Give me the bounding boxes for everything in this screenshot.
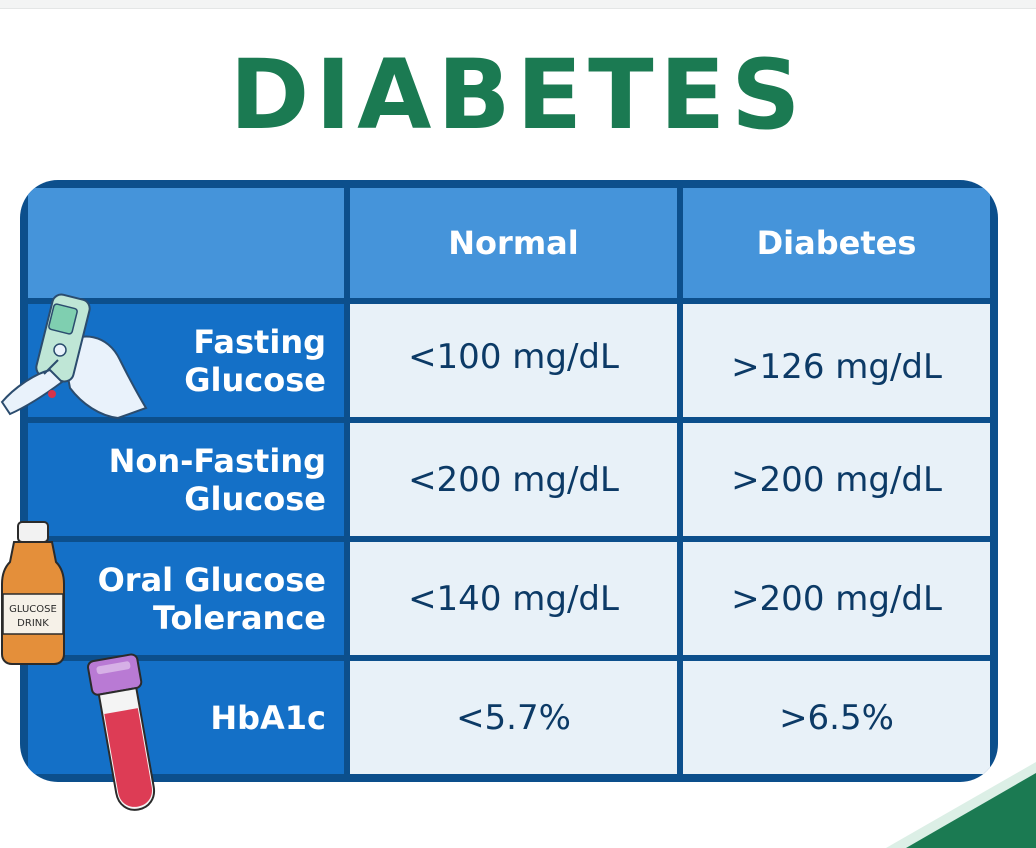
row-label-line: Glucose <box>184 360 326 399</box>
row-label-line: Oral Glucose <box>97 560 326 599</box>
row-header-non-fasting-glucose: Non-Fasting Glucose <box>28 423 344 536</box>
column-header-normal: Normal <box>350 188 677 298</box>
diabetes-criteria-table: Normal Diabetes Fasting Glucose <100 mg/d… <box>20 180 998 782</box>
page-title: DIABETES <box>229 39 807 151</box>
cell-non-fasting-diabetes: >200 mg/dL <box>683 423 990 536</box>
cell-non-fasting-normal: <200 mg/dL <box>350 423 677 536</box>
blood-tube-icon <box>87 653 156 811</box>
row-label-line: Fasting <box>193 322 326 361</box>
row-label-line: Tolerance <box>152 598 326 637</box>
row-header-oral-glucose-tolerance: Oral Glucose Tolerance <box>28 542 344 655</box>
cell-hba1c-normal: <5.7% <box>350 661 677 774</box>
header-corner-cell <box>28 188 344 298</box>
glucose-drink-bottle-icon: GLUCOSE DRINK <box>1 521 65 665</box>
bottle-label-line: GLUCOSE <box>9 604 57 615</box>
row-label-line: HbA1c <box>210 698 326 737</box>
cell-hba1c-diabetes: >6.5% <box>683 661 990 774</box>
cell-ogtt-diabetes: >200 mg/dL <box>683 542 990 655</box>
column-header-diabetes: Diabetes <box>683 188 990 298</box>
corner-accent <box>906 773 1036 848</box>
cell-fasting-diabetes: >126 mg/dL <box>683 304 990 417</box>
top-divider <box>0 0 1036 9</box>
cell-ogtt-normal: <140 mg/dL <box>350 542 677 655</box>
row-label-line: Non-Fasting <box>108 441 326 480</box>
cell-fasting-normal: <100 mg/dL <box>350 304 677 417</box>
bottle-label-line: DRINK <box>17 618 49 629</box>
row-header-hba1c: HbA1c <box>28 661 344 774</box>
row-label-line: Glucose <box>184 479 326 518</box>
glucometer-icon <box>0 293 148 420</box>
